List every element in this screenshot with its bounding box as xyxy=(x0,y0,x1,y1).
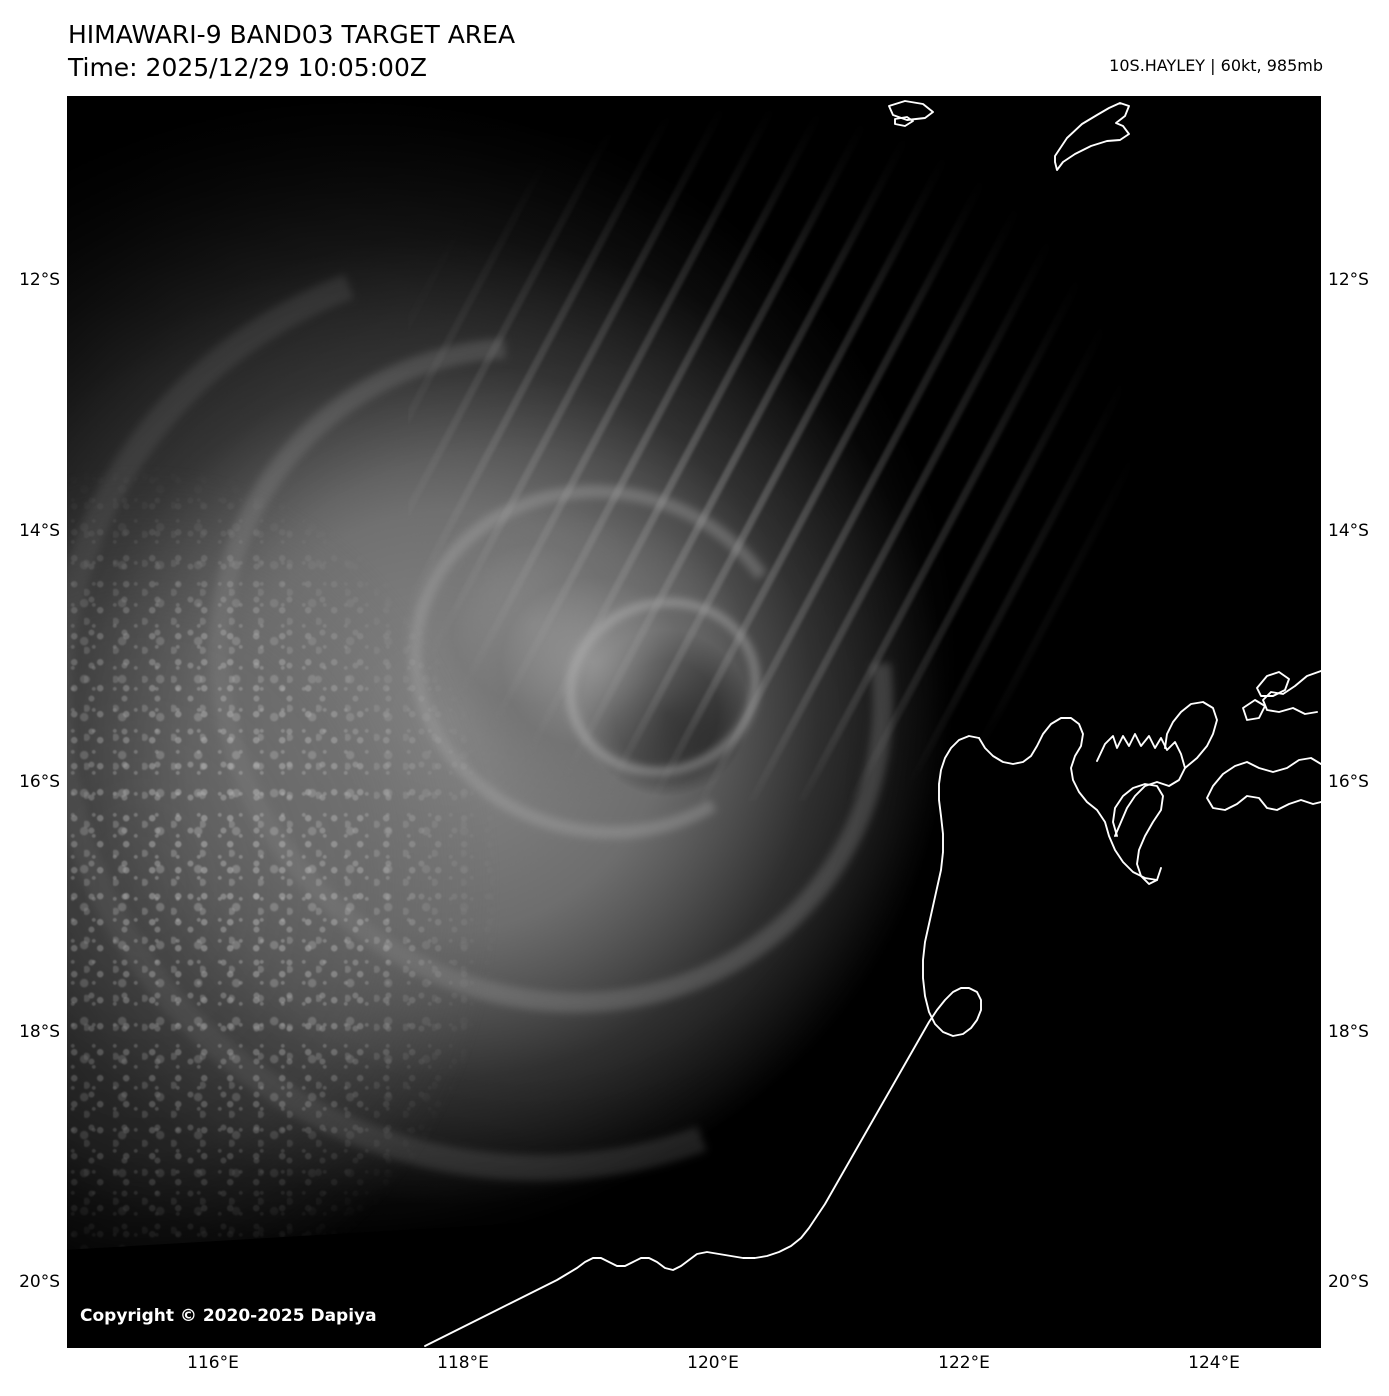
coast-fragment-ne xyxy=(1262,670,1321,715)
title-product-line: HIMAWARI-9 BAND03 TARGET AREA xyxy=(68,20,516,49)
lat-tick-label-right: 14°S xyxy=(1328,521,1369,541)
island-outline-timor xyxy=(1054,102,1130,171)
lon-tick-label: 124°E xyxy=(1188,1353,1240,1373)
lat-tick-label-right: 20°S xyxy=(1328,1272,1369,1292)
lat-tick-label-left: 12°S xyxy=(19,270,60,290)
lat-tick-label-right: 12°S xyxy=(1328,270,1369,290)
storm-info-label: 10S.HAYLEY | 60kt, 985mb xyxy=(1109,56,1323,75)
lon-tick-label: 118°E xyxy=(437,1353,489,1373)
lon-tick-label: 120°E xyxy=(687,1353,739,1373)
lat-tick-label-right: 18°S xyxy=(1328,1022,1369,1042)
coast-australia-west xyxy=(978,717,1158,881)
island-outline-archipelago-b xyxy=(1242,699,1266,721)
lat-tick-label-left: 16°S xyxy=(19,772,60,792)
lat-tick-label-left: 18°S xyxy=(19,1022,60,1042)
lon-tick-label: 116°E xyxy=(187,1353,239,1373)
coast-kimberley-north xyxy=(1206,757,1321,811)
satellite-imagery-panel: Copyright © 2020-2025 Dapiya xyxy=(67,96,1321,1348)
lat-tick-label-left: 14°S xyxy=(19,521,60,541)
coast-peninsula-fingers xyxy=(1096,733,1186,837)
imagery-vignette xyxy=(67,96,1321,1330)
coast-kimberley-bay xyxy=(1164,701,1218,769)
island-outline-archipelago-a xyxy=(1256,671,1290,697)
title-time-line: Time: 2025/12/29 10:05:00Z xyxy=(68,53,427,82)
page-title: HIMAWARI-9 BAND03 TARGET AREA Time: 2025… xyxy=(68,18,515,84)
island-outline-north-tiny xyxy=(894,116,914,127)
lon-tick-label: 122°E xyxy=(938,1353,990,1373)
copyright-notice: Copyright © 2020-2025 Dapiya xyxy=(80,1306,377,1326)
coastline-svg xyxy=(424,100,1321,1347)
island-outline-north-small xyxy=(888,100,934,121)
lat-tick-label-left: 20°S xyxy=(19,1272,60,1292)
coast-australia-northwest-point xyxy=(424,735,982,1347)
satellite-swath xyxy=(67,96,1321,1330)
lat-tick-label-right: 16°S xyxy=(1328,772,1369,792)
coastline-overlay xyxy=(67,96,1321,1348)
coast-australia-main xyxy=(1112,783,1164,885)
